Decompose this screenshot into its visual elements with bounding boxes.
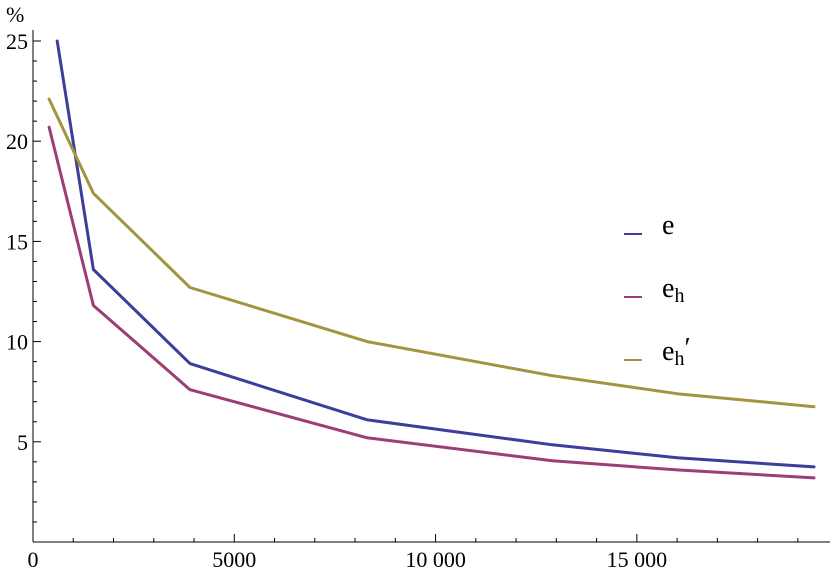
series-line-1 xyxy=(55,39,816,469)
x-tick-label: 0 xyxy=(28,547,39,572)
legend-label: e xyxy=(662,210,674,241)
y-axis-label: % xyxy=(6,2,24,27)
y-tick-label: 25 xyxy=(6,29,28,54)
x-tick-label: 10 000 xyxy=(405,547,466,572)
series-line-3 xyxy=(47,97,816,409)
legend-item-3: eh′ xyxy=(624,333,691,370)
legend-item-1: e xyxy=(624,210,674,241)
legend-label: eh′ xyxy=(662,333,691,370)
x-tick-label: 15 000 xyxy=(607,547,668,572)
legend-label: eh xyxy=(662,273,684,307)
y-tick-label: 5 xyxy=(17,430,28,455)
y-tick-label: 10 xyxy=(6,330,28,355)
series-layer xyxy=(47,39,816,480)
series-line-2 xyxy=(47,125,816,480)
x-axis-ticks: 0 5000 10 000 15 000 xyxy=(28,534,799,572)
x-tick-label: 5000 xyxy=(212,547,256,572)
legend: e eh eh′ xyxy=(624,210,691,370)
y-tick-label: 20 xyxy=(6,129,28,154)
y-axis-ticks: 5 10 15 20 25 xyxy=(6,29,41,523)
y-tick-label: 15 xyxy=(6,229,28,254)
legend-item-2: eh xyxy=(624,273,684,307)
